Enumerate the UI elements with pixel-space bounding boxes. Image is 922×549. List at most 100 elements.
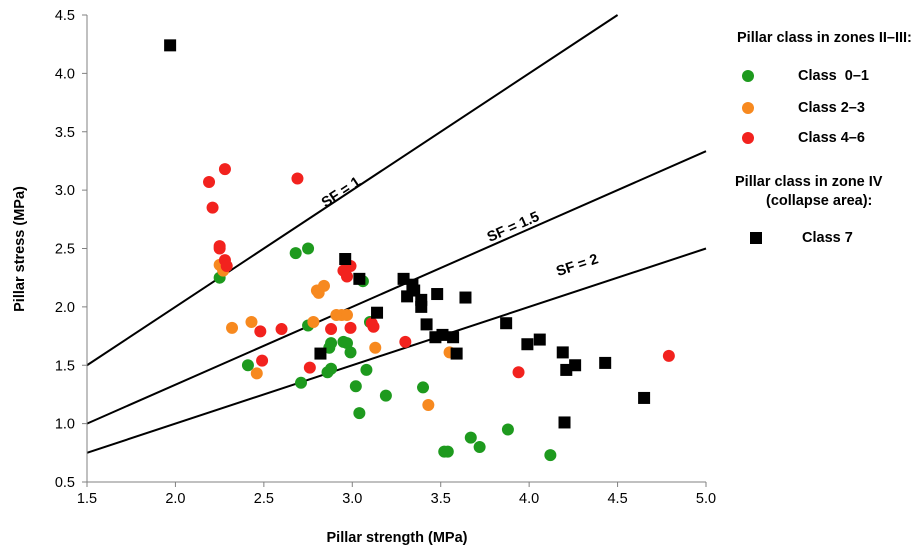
legend-item-class-0-1: Class 0–1 [742, 66, 869, 86]
point-series-1 [422, 398, 435, 411]
axes: 1.5 2.0 2.5 3.0 3.5 4.0 4.5 5.0 0.5 1.0 1.5 2.0 2.5 3… [55, 8, 716, 507]
legend: Pillar class in zones II–III: Class 0–1 … [720, 0, 920, 549]
point-series-0 [544, 449, 557, 462]
y-tick-label: 0.5 [55, 475, 75, 491]
point-series-2 [213, 240, 226, 253]
point-series-2 [399, 335, 412, 348]
point-series-2 [367, 320, 380, 333]
point-class-7 [569, 359, 582, 372]
point-class-7 [450, 347, 463, 360]
legend-item-label: Class 2–3 [798, 100, 865, 116]
orange-circle-icon [742, 102, 754, 114]
point-class-7 [431, 288, 444, 301]
y-tick-label: 4.0 [55, 66, 75, 82]
point-series-0 [294, 376, 307, 389]
point-class-7 [314, 347, 327, 360]
point-class-7 [500, 317, 513, 330]
point-series-2 [303, 361, 316, 374]
y-tick-label: 3.5 [55, 125, 75, 141]
y-axis-label: Pillar stress (MPa) [12, 186, 28, 312]
sf-line-1 [86, 14, 619, 367]
point-class-7 [558, 416, 571, 429]
point-class-7 [164, 39, 177, 52]
x-tick-label: 4.0 [519, 491, 539, 507]
point-series-2 [344, 321, 357, 334]
x-axis-label: Pillar strength (MPa) [327, 530, 468, 546]
point-series-0 [241, 359, 254, 372]
point-class-7 [408, 284, 421, 297]
point-class-7 [371, 306, 384, 319]
legend-item-label: Class 0–1 [798, 68, 869, 84]
point-series-0 [501, 423, 514, 436]
point-series-0 [349, 380, 362, 393]
point-series-0 [344, 346, 357, 359]
safety-factor-lines [86, 14, 707, 454]
x-tick-label: 2.5 [254, 491, 274, 507]
point-class-7 [459, 291, 472, 304]
point-series-2 [512, 366, 525, 379]
black-square-icon [750, 232, 762, 244]
sf-line-label: SF = 2 [554, 251, 600, 280]
point-class-7 [533, 333, 546, 346]
legend-heading-zones-ii-iii: Pillar class in zones II–III: [737, 30, 912, 46]
x-tick-label: 3.5 [431, 491, 451, 507]
point-class-7 [420, 318, 433, 331]
legend-heading-collapse-area: (collapse area): [766, 193, 873, 209]
point-series-0 [417, 381, 430, 394]
point-series-2 [291, 172, 304, 185]
point-series-1 [226, 321, 239, 334]
point-series-0 [379, 389, 392, 402]
y-tick-label: 1.0 [55, 417, 75, 433]
point-series-0 [302, 242, 315, 255]
point-series-0 [340, 337, 353, 350]
x-tick-label: 3.0 [342, 491, 362, 507]
point-series-0 [353, 407, 366, 420]
data-points [164, 39, 675, 462]
point-series-0 [360, 363, 373, 376]
point-series-1 [307, 316, 320, 329]
sf-line-2 [86, 150, 707, 425]
y-tick-label: 3.0 [55, 183, 75, 199]
point-series-2 [218, 163, 231, 176]
point-series-0 [325, 337, 338, 350]
legend-item-label: Class 4–6 [798, 130, 865, 146]
sf-line-label: SF = 1 [319, 174, 364, 211]
red-circle-icon [742, 132, 754, 144]
point-series-0 [464, 431, 477, 444]
legend-item-class-4-6: Class 4–6 [742, 128, 865, 148]
point-series-2 [662, 349, 675, 362]
point-series-1 [250, 367, 263, 380]
x-tick-label: 5.0 [696, 491, 716, 507]
y-tick-label: 4.5 [55, 8, 75, 24]
point-class-7 [339, 253, 352, 266]
legend-item-class-2-3: Class 2–3 [742, 98, 865, 118]
point-class-7 [436, 328, 449, 341]
legend-item-class-7: Class 7 [750, 228, 853, 248]
point-class-7 [638, 391, 651, 404]
point-series-2 [325, 323, 338, 336]
y-tick-label: 2.0 [55, 300, 75, 316]
safety-factor-labels: SF = 1SF = 1.5SF = 2 [319, 174, 601, 280]
point-series-1 [369, 341, 382, 354]
point-series-0 [325, 362, 338, 375]
point-series-2 [254, 325, 267, 338]
point-class-7 [447, 331, 460, 344]
point-series-2 [275, 323, 288, 336]
point-series-1 [245, 316, 258, 329]
point-series-1 [340, 309, 353, 322]
green-circle-icon [742, 70, 754, 82]
legend-heading-zone-iv: Pillar class in zone IV [735, 174, 883, 190]
y-tick-label: 2.5 [55, 242, 75, 258]
point-series-0 [473, 440, 486, 453]
point-class-7 [353, 272, 366, 285]
point-series-2 [203, 175, 216, 188]
x-tick-label: 1.5 [77, 491, 97, 507]
y-tick-label: 1.5 [55, 358, 75, 374]
x-tick-label: 2.0 [165, 491, 185, 507]
point-class-7 [556, 346, 569, 359]
point-series-2 [256, 354, 269, 367]
point-series-2 [340, 270, 353, 283]
sf-line-3 [86, 247, 707, 454]
point-series-1 [317, 279, 330, 292]
